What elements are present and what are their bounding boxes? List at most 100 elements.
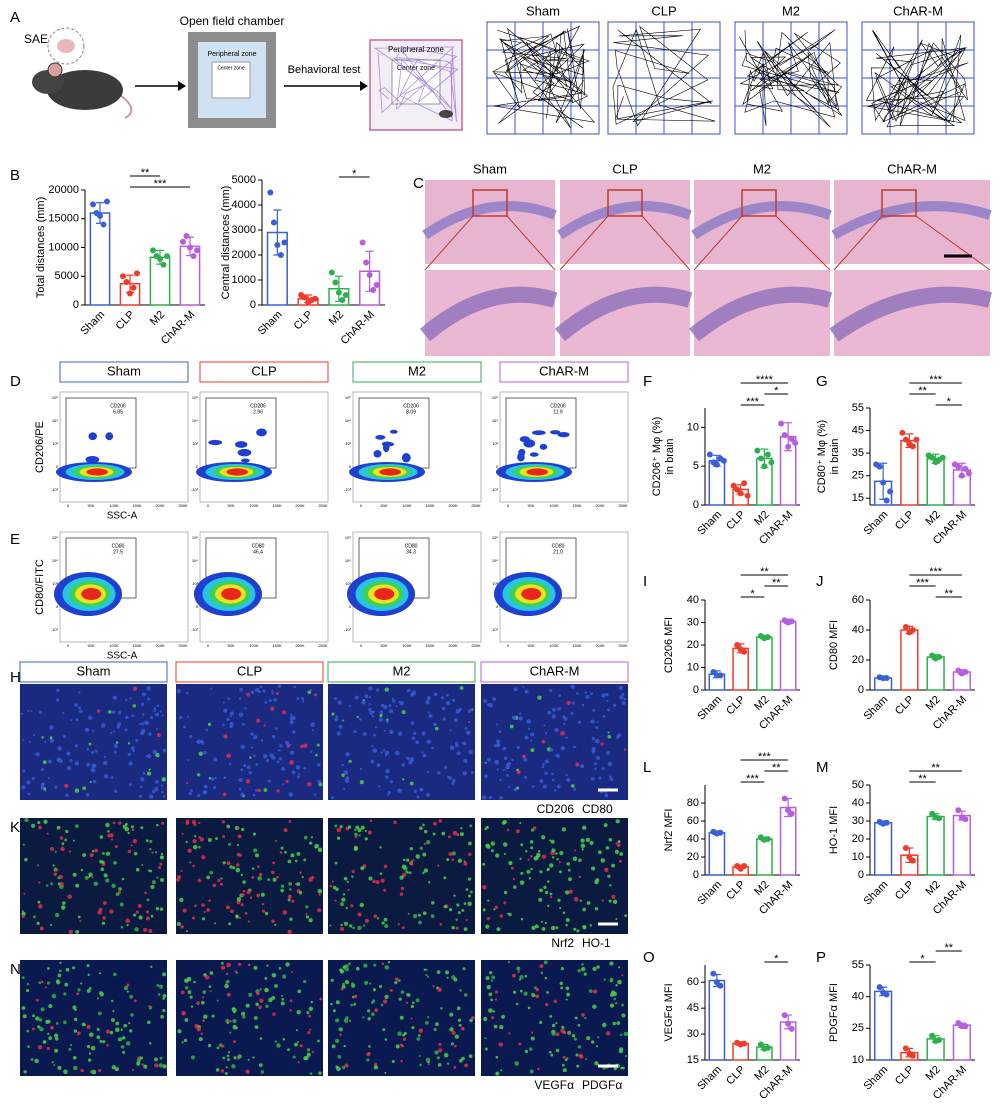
cell: [248, 771, 252, 775]
cell: [581, 963, 584, 966]
cell: [242, 763, 247, 767]
cell: [202, 990, 207, 994]
cell: [296, 851, 301, 856]
cell: [383, 705, 388, 710]
x-tick-label: CLP: [893, 509, 917, 533]
cell: [554, 789, 557, 792]
cell: [287, 898, 291, 902]
y-axis-title: CD80⁺ Mφ (%): [816, 420, 828, 493]
y-tick-label: 50: [852, 779, 864, 791]
cell: [468, 749, 473, 755]
cell: [508, 761, 511, 765]
cell: [555, 1048, 560, 1053]
cell: [48, 759, 52, 764]
cell: [343, 1044, 346, 1048]
cell: [373, 733, 376, 737]
cell: [198, 751, 203, 757]
cell: [613, 703, 617, 707]
cell: [266, 759, 270, 763]
data-point: [328, 269, 335, 276]
cell: [256, 991, 260, 996]
cell: [459, 686, 464, 690]
cell: [201, 903, 205, 907]
cell: [44, 789, 47, 792]
cell: [399, 892, 404, 896]
cell: [618, 685, 623, 691]
cell: [350, 1003, 353, 1007]
cell: [72, 1055, 77, 1060]
cell: [383, 917, 388, 922]
cell: [431, 746, 434, 750]
cell: [161, 714, 164, 717]
significance-label: **: [760, 566, 769, 578]
arrow-1-head: [178, 81, 186, 91]
cell: [420, 788, 423, 791]
cell: [297, 989, 302, 994]
x-tick-label: M2: [924, 879, 943, 898]
flow-x-tick: 0: [67, 643, 70, 648]
x-tick-label: CLP: [724, 879, 748, 903]
cell: [353, 1002, 357, 1006]
cell: [240, 792, 245, 797]
cell: [544, 890, 549, 895]
cell: [196, 739, 202, 744]
cell: [124, 826, 130, 832]
cell: [384, 1038, 388, 1041]
cell: [86, 762, 90, 767]
cell: [91, 763, 96, 769]
cell: [233, 1040, 236, 1044]
cell: [568, 889, 573, 894]
cell: [238, 712, 244, 718]
y-tick-label: 5000: [55, 270, 79, 282]
cell: [532, 826, 537, 830]
cell: [149, 847, 152, 851]
significance-label: ***: [758, 751, 772, 763]
cell: [510, 866, 514, 870]
cell: [334, 717, 339, 722]
cell: [73, 1017, 78, 1022]
data-point: [902, 1045, 909, 1052]
histology-title: Sham: [473, 161, 507, 176]
cell: [604, 793, 609, 798]
cell: [471, 708, 474, 711]
cell: [259, 998, 264, 1003]
cell: [507, 960, 511, 964]
cell: [109, 909, 114, 914]
cell: [240, 744, 245, 749]
gate-value: 6.85: [113, 409, 123, 415]
cell: [512, 877, 516, 881]
cell: [378, 717, 383, 722]
cell: [115, 741, 119, 744]
cell: [106, 1044, 109, 1047]
cell: [604, 867, 609, 873]
cell: [556, 857, 559, 861]
cell: [245, 1003, 250, 1008]
cell: [143, 927, 148, 932]
data-point: [150, 247, 156, 254]
gate-label: CD80: [405, 543, 418, 549]
cell: [418, 1028, 424, 1033]
cell: [113, 743, 119, 749]
cell: [364, 829, 367, 833]
cell: [624, 1054, 627, 1058]
cell: [391, 1059, 395, 1064]
cell: [291, 899, 295, 903]
y-tick-label: 35: [852, 447, 864, 459]
cell: [74, 788, 80, 793]
cell: [263, 788, 268, 792]
cell: [496, 742, 501, 747]
cell: [97, 997, 100, 1000]
cell: [374, 726, 378, 729]
flow-x-tick: 100K: [249, 643, 259, 648]
cell: [145, 839, 149, 843]
cell: [562, 1055, 566, 1059]
cell: [50, 738, 55, 743]
group-header-label: CLP: [237, 663, 262, 678]
cell: [264, 911, 269, 916]
cell: [602, 715, 606, 718]
data-point: [909, 1052, 916, 1059]
cell: [335, 1038, 340, 1044]
cell: [98, 1069, 102, 1073]
cell: [584, 1058, 588, 1061]
cell: [229, 711, 234, 716]
